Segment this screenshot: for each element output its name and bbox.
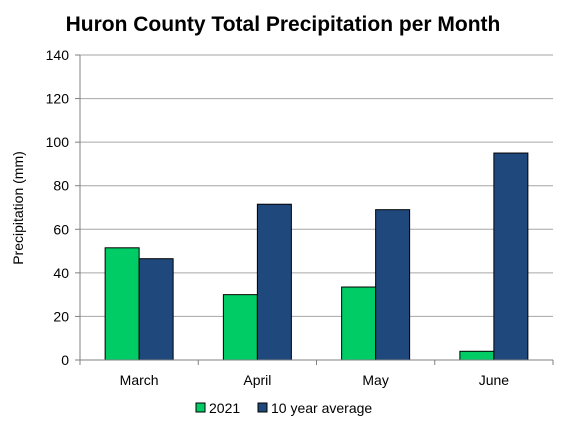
bar-10yr-avg-may	[375, 209, 411, 361]
y-axis-label: Precipitation (mm)	[10, 151, 26, 265]
legend-label-2021: 2021	[209, 400, 240, 416]
legend-swatch-2021	[195, 402, 206, 413]
legend: 2021 10 year average	[195, 400, 372, 416]
y-tick-label: 60	[53, 221, 69, 237]
x-tick-label: June	[479, 372, 510, 388]
x-tick-label: April	[243, 372, 271, 388]
y-tick-label: 140	[46, 47, 70, 63]
y-tick-label: 100	[46, 134, 70, 150]
y-axis-ticks: 0 20 40 60 80 100 120 140	[46, 47, 80, 368]
x-tick-label: May	[362, 372, 388, 388]
bars	[104, 152, 529, 361]
bar-2021-april	[222, 294, 258, 361]
legend-swatch-10yr-avg	[257, 402, 268, 413]
bar-10yr-avg-march	[138, 258, 174, 361]
legend-label-10yr-avg: 10 year average	[271, 400, 372, 416]
x-tick-label: March	[120, 372, 159, 388]
x-axis-ticks: March April May June	[120, 360, 554, 388]
y-tick-label: 40	[53, 265, 69, 281]
bar-10yr-avg-june	[493, 152, 529, 361]
bar-10yr-avg-april	[256, 203, 292, 361]
y-tick-label: 80	[53, 178, 69, 194]
chart-title: Huron County Total Precipitation per Mon…	[66, 13, 501, 36]
y-tick-label: 20	[53, 308, 69, 324]
axes	[75, 55, 553, 365]
bar-2021-march	[104, 247, 140, 361]
y-tick-label: 0	[61, 352, 69, 368]
bar-2021-may	[341, 286, 377, 361]
bar-2021-june	[459, 350, 495, 361]
y-tick-label: 120	[46, 91, 70, 107]
